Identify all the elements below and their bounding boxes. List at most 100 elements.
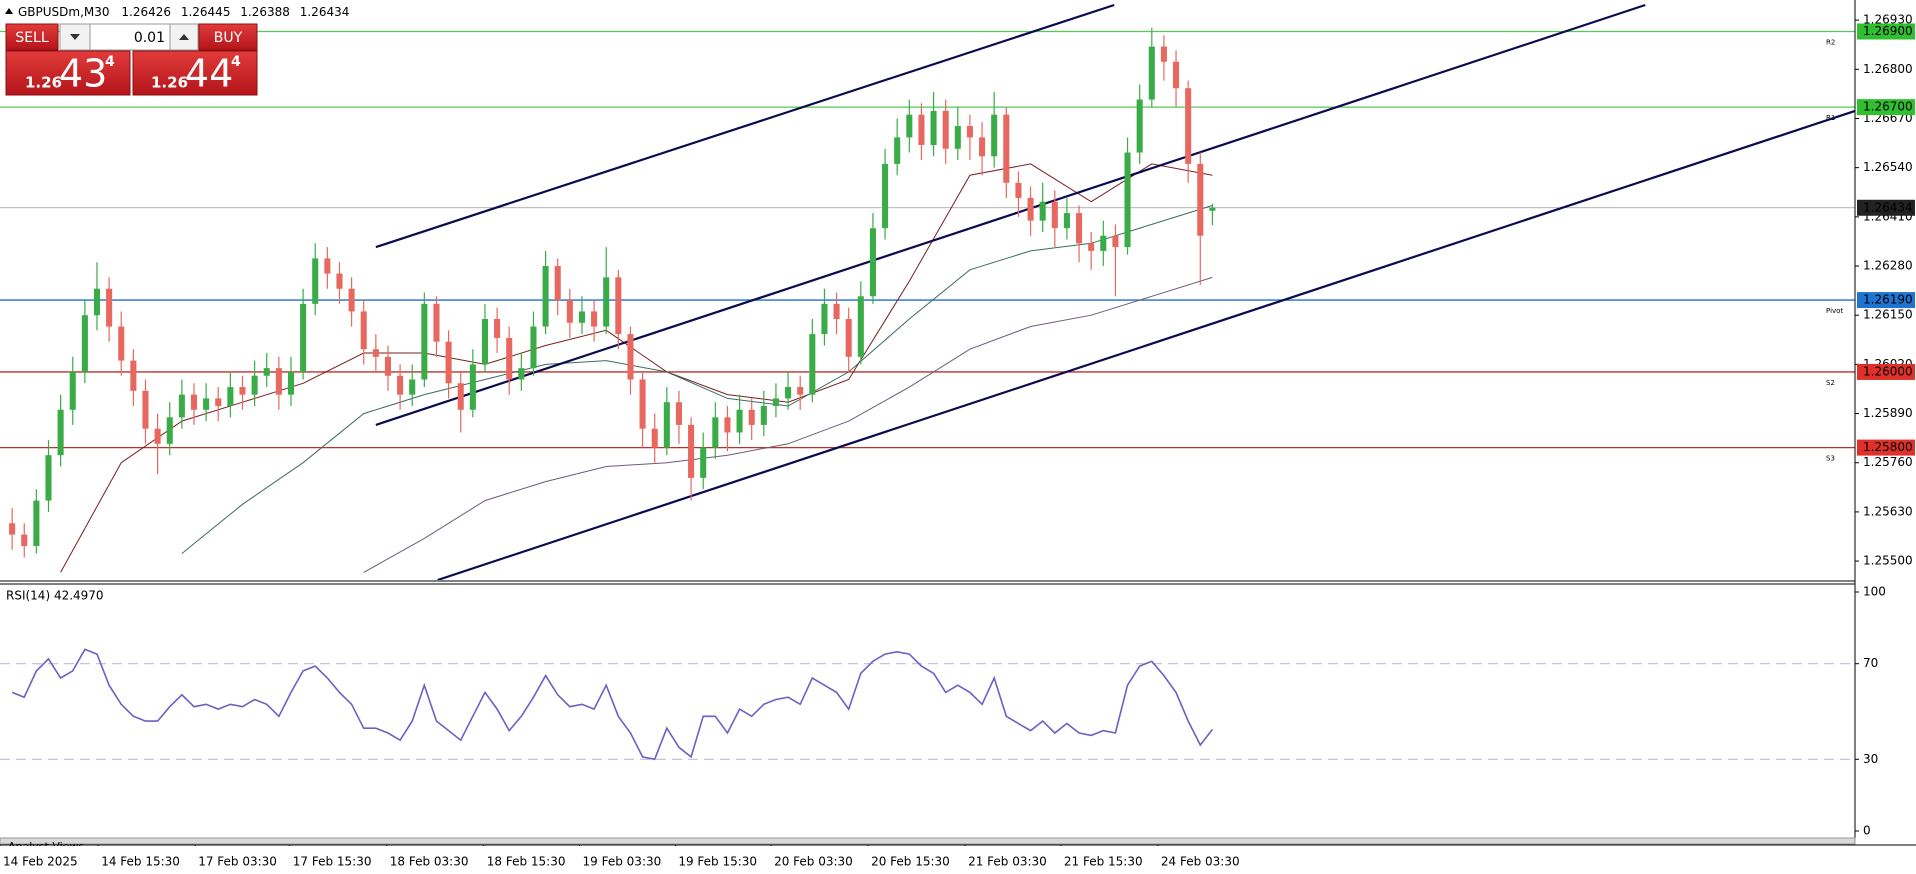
bid-box[interactable]	[5, 50, 131, 96]
candle-body	[9, 523, 16, 535]
candle-body	[748, 409, 755, 425]
candle-body	[166, 417, 173, 444]
level-label: 1.26700	[1863, 100, 1913, 114]
open-price: 1.26426	[121, 5, 171, 19]
ask-box[interactable]	[132, 50, 258, 96]
sell-label[interactable]: SELL	[15, 30, 49, 46]
candle-body	[639, 379, 646, 429]
candle-body	[57, 409, 64, 456]
high-price: 1.26445	[181, 5, 231, 19]
x-tick-label: 14 Feb 2025	[3, 855, 78, 869]
candle-body	[1003, 114, 1010, 183]
x-tick-label: 18 Feb 15:30	[487, 855, 566, 869]
candle-body	[1051, 201, 1058, 229]
candle-body	[1076, 213, 1083, 244]
level-label: 1.26900	[1863, 24, 1913, 38]
candle-body	[215, 398, 222, 406]
lot-input[interactable]	[89, 23, 171, 51]
level-name: Pivot	[1826, 307, 1843, 315]
candle-body	[457, 383, 464, 410]
candle-body	[1088, 243, 1095, 251]
candle-body	[603, 277, 610, 327]
candle-body	[445, 341, 452, 384]
y-tick-label: 1.26930	[1863, 13, 1913, 27]
candle-body	[142, 390, 149, 429]
sell-button[interactable]	[5, 23, 59, 51]
candle-body	[433, 303, 440, 342]
candle-body	[251, 375, 258, 395]
up-arrow	[179, 34, 189, 40]
lot-value[interactable]: 0.01	[134, 30, 165, 46]
candle-body	[348, 288, 355, 312]
candle-body	[45, 455, 52, 501]
price-panel: R2R1PivotS2S3	[0, 3, 1855, 580]
candle-body	[469, 364, 476, 410]
candle-body	[227, 387, 234, 406]
candle-body	[372, 349, 379, 357]
buy-label[interactable]: BUY	[214, 30, 243, 46]
candle-body	[627, 334, 634, 380]
candle-body	[615, 277, 622, 335]
symbol-header: GBPUSDm,M30 1.26426 1.26445 1.26388 1.26…	[18, 5, 349, 19]
level-label-box	[1857, 439, 1915, 456]
candle-body	[1039, 201, 1046, 221]
y-tick-label: 1.25890	[1863, 406, 1913, 420]
candle-body	[760, 405, 767, 425]
level-label-box	[1857, 23, 1915, 40]
candle-body	[21, 534, 28, 546]
candle-body	[724, 417, 731, 433]
x-tick-label: 18 Feb 03:30	[390, 855, 469, 869]
moving-average	[363, 276, 1213, 573]
level-name: S3	[1826, 455, 1835, 463]
level-label-box	[1857, 292, 1915, 309]
y-tick-label: 1.26800	[1863, 62, 1913, 76]
candle-body	[1173, 61, 1180, 89]
candle-body	[1160, 46, 1167, 62]
candle-body	[130, 360, 137, 391]
trendline	[437, 109, 1855, 580]
candle-body	[324, 258, 331, 274]
candle-body	[106, 288, 113, 327]
candle-body	[33, 500, 40, 546]
level-label-box	[1857, 99, 1915, 116]
candle-body	[118, 326, 125, 361]
ask-sup: 4	[231, 54, 241, 70]
bid-big: 43	[59, 52, 107, 96]
candle-body	[1209, 207, 1216, 211]
candle-body	[1136, 99, 1143, 153]
candle-body	[991, 114, 998, 157]
current-price-box	[1857, 199, 1915, 216]
x-tick-label: 20 Feb 15:30	[871, 855, 950, 869]
level-label-box	[1857, 363, 1915, 380]
candle-body	[857, 296, 864, 357]
candle-body	[663, 402, 670, 448]
candle-body	[1185, 88, 1192, 164]
candle-body	[409, 379, 416, 395]
candle-body	[360, 311, 367, 350]
candle-body	[300, 303, 307, 372]
y-tick-label: 1.26280	[1863, 259, 1913, 273]
trendline	[375, 3, 1115, 249]
candle-body	[906, 114, 913, 138]
collapse-icon[interactable]	[5, 8, 13, 14]
buy-button[interactable]	[198, 23, 258, 51]
candle-body	[421, 303, 428, 380]
level-label: 1.26190	[1863, 293, 1913, 307]
candle-body	[578, 311, 585, 323]
candle-body	[591, 311, 598, 327]
candle-body	[1027, 197, 1034, 221]
candle-body	[1063, 213, 1070, 229]
candle-body	[1100, 235, 1107, 251]
x-tick-label: 21 Feb 15:30	[1064, 855, 1143, 869]
candle-body	[178, 394, 185, 418]
candle-body	[845, 318, 852, 357]
candle-body	[1124, 152, 1131, 248]
candle-body	[869, 228, 876, 297]
candle-body	[93, 288, 101, 316]
candle-body	[384, 356, 392, 376]
x-tick-label: 14 Feb 15:30	[101, 855, 180, 869]
candle-body	[554, 266, 561, 301]
y-tick-label: 1.25500	[1863, 554, 1913, 568]
level-name: S2	[1826, 379, 1835, 387]
tab-mask	[0, 846, 1855, 852]
